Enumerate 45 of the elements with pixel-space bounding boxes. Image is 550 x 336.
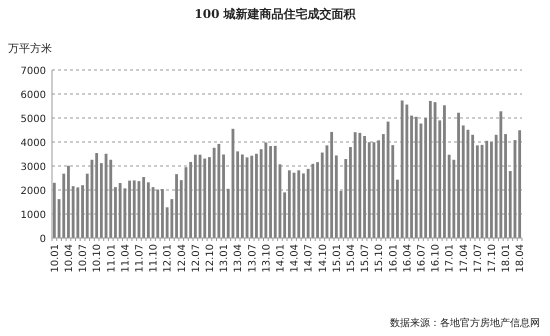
x-tick-label: 12.10 <box>204 244 216 273</box>
x-tick-label: 10.10 <box>92 244 104 273</box>
x-tick-label: 10.07 <box>78 244 90 273</box>
x-tick-label: 13.04 <box>233 244 244 273</box>
x-tick-label: 18.04 <box>515 244 526 273</box>
x-tick-label: 15.07 <box>360 244 372 273</box>
y-tick-label: 7000 <box>20 66 46 77</box>
x-tick-label: 13.07 <box>247 244 258 273</box>
x-tick-label: 16.04 <box>402 244 414 273</box>
y-tick-label: 1000 <box>20 210 46 221</box>
y-tick-label: 3000 <box>20 162 46 173</box>
x-tick-label: 17.10 <box>486 244 498 273</box>
x-tick-label: 10.04 <box>64 244 75 273</box>
x-tick-label: 14.10 <box>318 244 329 273</box>
x-tick-label: 10.01 <box>50 244 61 273</box>
source-note: 数据来源：各地官方房地产信息网 <box>390 317 540 329</box>
y-tick-label: 4000 <box>20 138 46 149</box>
x-tick-label: 11.07 <box>134 244 146 273</box>
chart-title: 100 城新建商品住宅成交面积 <box>194 7 357 21</box>
x-tick-label: 12.07 <box>190 244 202 273</box>
x-tick-label: 12.01 <box>162 244 174 273</box>
x-tick-label: 15.01 <box>332 244 343 273</box>
x-tick-label: 17.07 <box>472 244 484 273</box>
x-tick-label: 17.01 <box>444 244 456 273</box>
x-tick-label: 11.10 <box>148 244 160 273</box>
x-tick-label: 14.07 <box>304 244 315 273</box>
x-tick-label: 12.04 <box>176 244 188 273</box>
x-tick-label: 18.01 <box>501 244 512 273</box>
x-tick-label: 16.10 <box>430 244 442 273</box>
x-tick-label: 15.04 <box>346 244 357 273</box>
x-tick-label: 17.04 <box>458 244 470 273</box>
y-tick-label: 2000 <box>20 186 46 197</box>
x-tick-label: 13.01 <box>219 244 230 273</box>
y-tick-label: 0 <box>40 234 46 245</box>
y-axis-title: 万平方米 <box>8 42 52 55</box>
x-tick-label: 15.10 <box>374 244 386 273</box>
y-tick-label: 5000 <box>20 114 46 125</box>
x-tick-label: 16.01 <box>388 244 400 273</box>
x-tick-label: 11.04 <box>120 244 132 273</box>
x-tick-label: 11.01 <box>106 244 118 273</box>
x-tick-label: 13.10 <box>261 244 272 273</box>
x-tick-label: 14.04 <box>290 244 301 273</box>
x-tick-label: 14.01 <box>275 244 286 273</box>
y-tick-label: 6000 <box>20 90 46 101</box>
x-tick-label: 16.07 <box>416 244 428 273</box>
